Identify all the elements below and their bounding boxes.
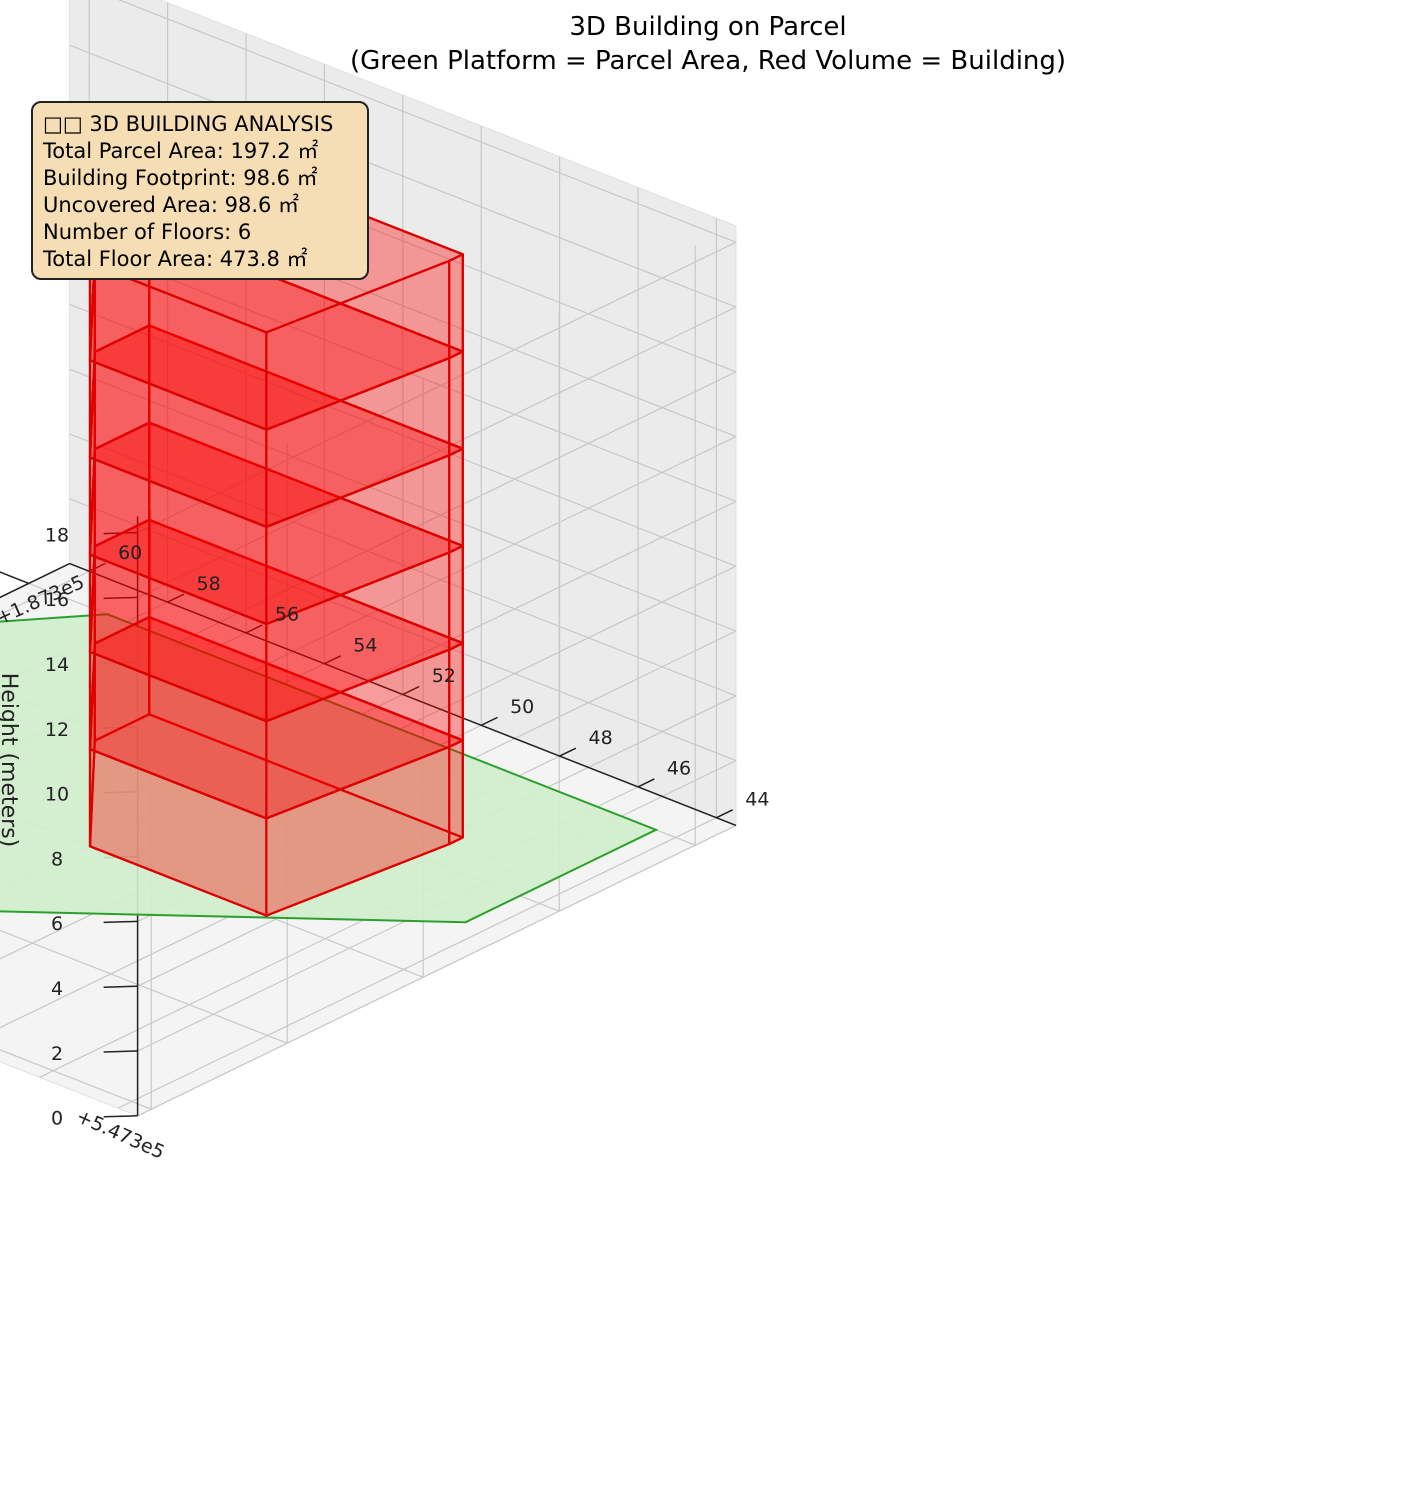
z-tick-label: 14 [45,654,69,676]
gridline-z-wall-y [69,368,737,632]
y-tick-mark [88,562,106,572]
chart-title-line-1: 3D Building on Parcel [569,12,847,42]
building-layer [88,130,464,917]
info-line-floor-area: Total Floor Area: 473.8 ㎡ [43,247,308,271]
z-tick-mark [103,985,138,988]
gridline-z-wall-y [117,0,737,243]
parcel-layer [0,613,659,924]
z-tick-label: 6 [51,913,63,935]
info-line-floors: Number of Floors: 6 [43,220,252,244]
z-tick-mark [103,596,138,600]
z-axis-label: Height (meters) [0,673,21,848]
z-tick-label: 18 [45,524,69,546]
y-tick-mark [245,624,263,634]
info-line-uncovered: Uncovered Area: 98.6 ㎡ [43,193,300,217]
y-tick-label: 52 [432,665,456,687]
y-tick-label: 48 [589,727,613,749]
y-tick-mark [324,655,342,665]
y-tick-mark [716,809,734,819]
gridline-x-floor [0,929,288,1044]
z-tick-label: 12 [45,719,69,741]
gridline-z-wall-x [137,824,737,1117]
gridline-x-floor [0,1049,152,1110]
z-tick-label: 4 [51,978,63,1000]
gridline-z-wall-y [69,44,737,308]
chart-title: 3D Building on Parcel (Green Platform = … [0,10,1416,78]
analysis-info-box: □□ 3D BUILDING ANALYSIS Total Parcel Are… [31,101,369,280]
z-tick-mark [103,920,138,924]
y-tick-label: 56 [275,604,299,626]
z-tick-label: 0 [51,1108,63,1130]
gridline-z-wall-y [69,498,737,762]
y-tick-label: 44 [745,788,769,810]
z-tick-label: 16 [45,589,69,611]
gridline-z-wall-y [69,303,737,567]
info-line-footprint: Building Footprint: 98.6 ㎡ [43,166,318,190]
gridline-z-wall-y [69,239,737,502]
z-tick-mark [103,1050,138,1053]
z-tick-label: 8 [51,848,63,870]
y-tick-label: 54 [353,634,377,656]
parcel-platform [0,613,659,924]
info-line-parcel-area: Total Parcel Area: 197.2 ㎡ [43,139,319,163]
y-tick-mark [559,747,577,757]
y-tick-mark [167,593,185,603]
gridline-z-wall-x [137,306,737,598]
y-tick-mark [480,716,498,726]
gridline-z-wall-y [69,433,737,697]
gridline-y-floor [117,817,717,1109]
y-tick-label: 46 [667,758,691,780]
y-tick-mark [637,778,655,788]
y-tick-label: 50 [510,696,534,718]
y-tick-mark [402,685,420,696]
gridline-z-wall-x [137,371,737,663]
info-heading: □□ 3D BUILDING ANALYSIS [43,112,334,136]
y-offset-label: +5.473e5 [73,1105,168,1163]
y-tick-label: 58 [197,573,221,595]
chart-title-line-2: (Green Platform = Parcel Area, Red Volum… [349,46,1067,76]
z-tick-mark [103,1115,138,1118]
gridline-z-wall-x [137,241,737,534]
x-tick-mark [0,571,30,585]
y-tick-label: 60 [118,542,142,564]
z-tick-label: 2 [51,1043,63,1065]
z-tick-label: 10 [45,784,69,806]
